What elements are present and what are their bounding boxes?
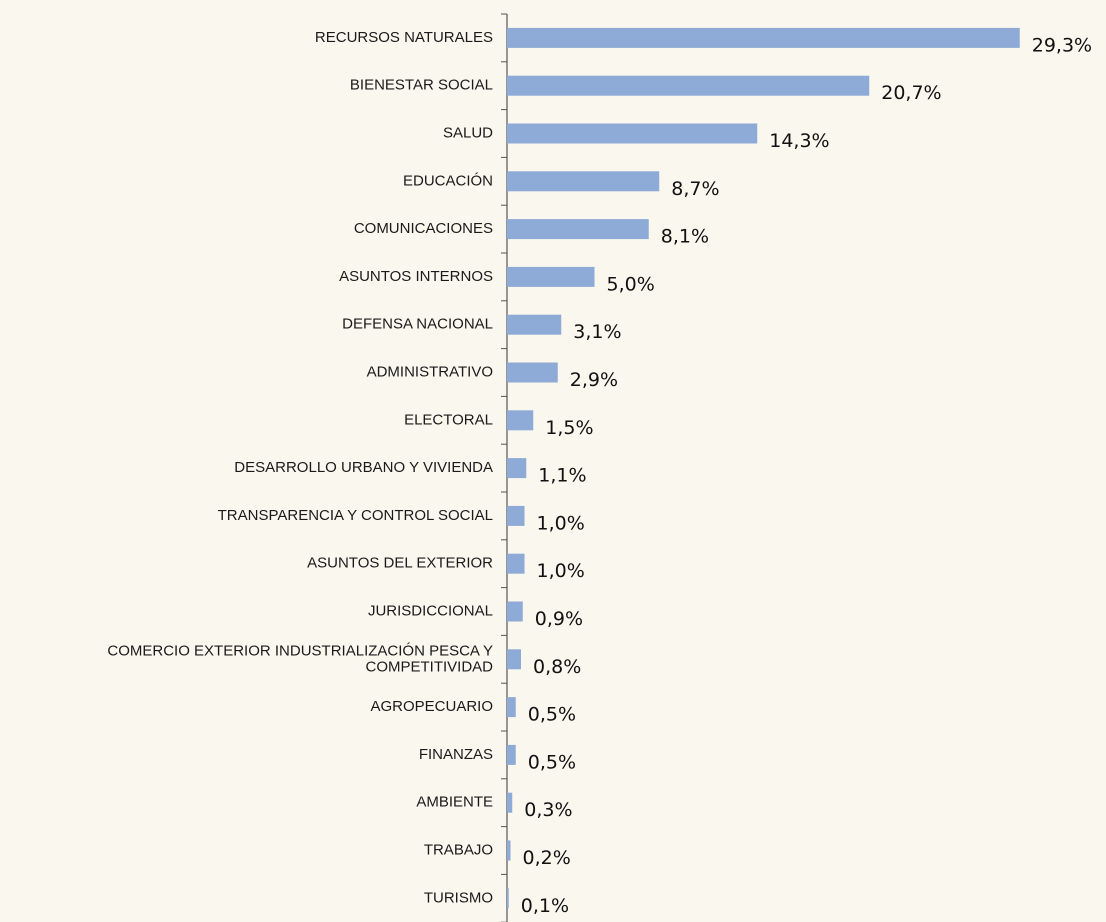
bar (507, 458, 527, 479)
bar (507, 75, 870, 96)
data-label: 29,3% (1032, 34, 1092, 56)
data-label: 1,5% (545, 417, 593, 439)
category-label: ASUNTOS DEL EXTERIOR (307, 555, 493, 572)
data-label: 2,9% (570, 369, 618, 391)
bar (507, 601, 523, 622)
category-label: RECURSOS NATURALES (315, 29, 493, 46)
data-label: 0,9% (535, 608, 583, 630)
category-label: FINANZAS (419, 746, 493, 763)
data-label: 0,8% (533, 656, 581, 678)
data-label: 0,2% (523, 847, 571, 869)
bar (507, 266, 595, 287)
bar (507, 840, 511, 861)
bar (507, 792, 513, 813)
data-label: 1,0% (537, 512, 585, 534)
category-label: EDUCACIÓN (403, 172, 493, 189)
bar (507, 27, 1020, 48)
bar (507, 505, 525, 526)
bar (507, 219, 649, 240)
bar (507, 888, 509, 909)
bar (507, 744, 516, 765)
bar (507, 553, 525, 574)
data-label: 0,5% (528, 751, 576, 773)
data-label: 1,0% (537, 560, 585, 582)
data-label: 0,3% (524, 799, 572, 821)
category-label: BIENESTAR SOCIAL (350, 77, 493, 94)
category-label: AGROPECUARIO (370, 698, 493, 715)
category-label: COMUNICACIONES (354, 220, 493, 237)
data-label: 0,5% (528, 704, 576, 726)
category-label: TRABAJO (424, 841, 493, 858)
data-label: 8,7% (671, 178, 719, 200)
category-label: ADMINISTRATIVO (367, 363, 493, 380)
category-label: DEFENSA NACIONAL (342, 316, 493, 333)
data-label: 1,1% (538, 465, 586, 487)
bar (507, 649, 521, 670)
category-label: TRANSPARENCIA Y CONTROL SOCIAL (218, 507, 493, 524)
data-label: 5,0% (607, 273, 655, 295)
data-label: 0,1% (521, 895, 569, 917)
category-label: ASUNTOS INTERNOS (339, 268, 493, 285)
category-label: SALUD (443, 124, 493, 141)
bar (507, 314, 562, 335)
bar (507, 697, 516, 718)
data-label: 8,1% (661, 226, 709, 248)
category-label: AMBIENTE (416, 794, 493, 811)
data-label: 14,3% (769, 130, 829, 152)
bar (507, 123, 758, 144)
category-label: JURISDICCIONAL (368, 602, 493, 619)
category-label: ELECTORAL (404, 411, 493, 428)
data-label: 20,7% (881, 82, 941, 104)
data-label: 3,1% (573, 321, 621, 343)
bar (507, 171, 660, 192)
bar (507, 362, 558, 383)
category-label: TURISMO (424, 889, 493, 906)
category-label: DESARROLLO URBANO Y VIVIENDA (234, 459, 493, 476)
category-label: COMERCIO EXTERIOR INDUSTRIALIZACIÓN PESC… (107, 642, 493, 675)
bar (507, 410, 534, 431)
